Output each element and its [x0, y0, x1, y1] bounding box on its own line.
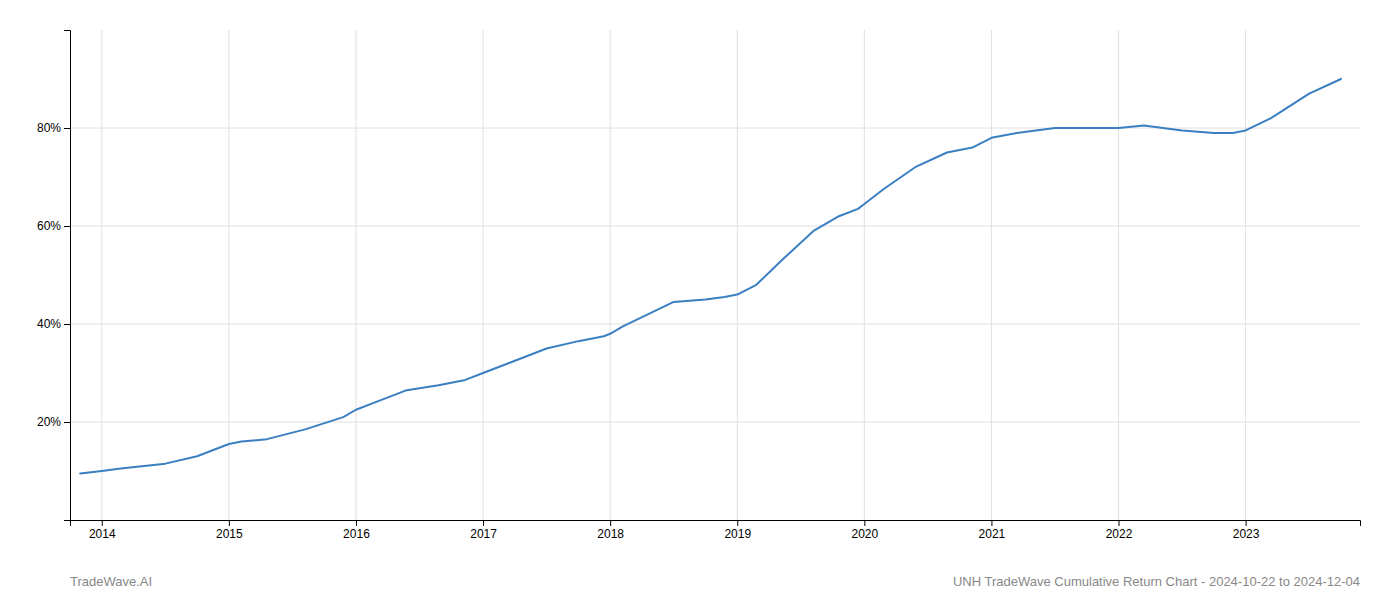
grid-line-x: [101, 30, 102, 520]
grid-line-x: [228, 30, 229, 520]
grid-line-x: [483, 30, 484, 520]
y-tick-mark: [64, 422, 70, 423]
y-tick-mark: [64, 324, 70, 325]
grid-line-x: [355, 30, 356, 520]
grid-line-x: [864, 30, 865, 520]
x-tick-label: 2020: [851, 527, 878, 541]
x-tick-mark: [737, 520, 738, 526]
x-tick-mark: [991, 520, 992, 526]
x-tick-label: 2014: [89, 527, 116, 541]
grid-line-x: [610, 30, 611, 520]
grid-line-y: [70, 324, 1360, 325]
x-tick: 2022: [1106, 520, 1133, 541]
x-tick-label: 2022: [1106, 527, 1133, 541]
x-tick-label: 2023: [1233, 527, 1260, 541]
x-tick-mark: [356, 520, 357, 526]
marks: [80, 79, 1341, 473]
x-tick-label: 2017: [470, 527, 497, 541]
x-tick-mark: [864, 520, 865, 526]
grid-line-x: [991, 30, 992, 520]
y-tick-label: 60%: [37, 219, 61, 233]
y-axis-line: [64, 31, 71, 521]
x-axis: 2014 2015 2016 2017 2018 2019 2020 2021 2022 2023: [71, 520, 1361, 541]
y-tick-label: 40%: [37, 317, 61, 331]
x-tick-label: 2021: [979, 527, 1006, 541]
x-tick: 2021: [979, 520, 1006, 541]
x-tick: 2018: [597, 520, 624, 541]
y-tick: 80%: [37, 121, 70, 135]
grid-line-x: [737, 30, 738, 520]
x-axis-line: [71, 521, 1361, 527]
grid: [70, 30, 1360, 520]
x-tick-mark: [610, 520, 611, 526]
y-tick: 20%: [37, 415, 70, 429]
y-tick-label: 20%: [37, 415, 61, 429]
footer-text: TradeWave.AI: [70, 574, 152, 589]
y-tick-mark: [64, 226, 70, 227]
plot-area: 2014 2015 2016 2017 2018 2019 2020 2021 2022 2023…: [37, 30, 1361, 541]
x-tick: 2023: [1233, 520, 1260, 541]
x-tick: 2019: [724, 520, 751, 541]
grid-line-x: [1245, 30, 1246, 520]
x-tick-mark: [1119, 520, 1120, 526]
x-tick-label: 2016: [343, 527, 370, 541]
grid-line-y: [70, 226, 1360, 227]
x-tick-label: 2015: [216, 527, 243, 541]
x-tick: 2015: [216, 520, 243, 541]
x-tick: 2016: [343, 520, 370, 541]
x-tick-mark: [1246, 520, 1247, 526]
y-tick: 40%: [37, 317, 70, 331]
footer-text: UNH TradeWave Cumulative Return Chart - …: [953, 574, 1360, 589]
x-tick-mark: [102, 520, 103, 526]
x-tick-mark: [229, 520, 230, 526]
x-tick: 2020: [851, 520, 878, 541]
line: [80, 79, 1341, 473]
y-tick-label: 80%: [37, 121, 61, 135]
grid-line-y: [70, 422, 1360, 423]
chart: 2014 2015 2016 2017 2018 2019 2020 2021 2022 2023…: [0, 0, 1400, 600]
x-tick: 2017: [470, 520, 497, 541]
y-axis: 20% 40% 60% 80%: [37, 31, 71, 521]
y-tick: 60%: [37, 219, 70, 233]
x-tick-label: 2018: [597, 527, 624, 541]
x-tick-label: 2019: [724, 527, 751, 541]
y-tick-mark: [64, 128, 70, 129]
x-tick-mark: [483, 520, 484, 526]
grid-line-x: [1118, 30, 1119, 520]
x-tick: 2014: [89, 520, 116, 541]
